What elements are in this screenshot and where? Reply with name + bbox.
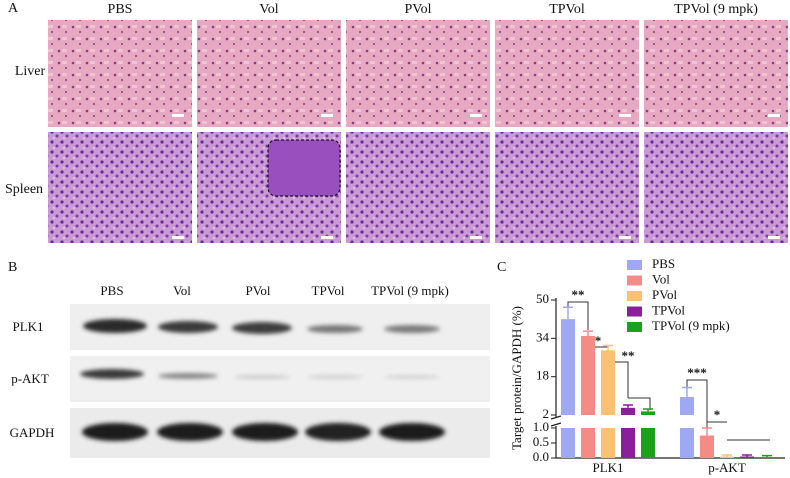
panel-label: B: [8, 260, 17, 275]
blot-row-label: p-AKT: [11, 371, 49, 386]
significance: *: [595, 333, 602, 348]
bar: [720, 456, 734, 458]
y-tick-label: 34: [536, 329, 550, 344]
bar: [680, 428, 694, 458]
legend-label: PVol: [652, 287, 677, 302]
blot-row-label: PLK1: [12, 319, 43, 334]
column-header: Vol: [259, 2, 278, 17]
scale-bar: [172, 114, 184, 117]
legend-label: TPVol (9 mpk): [652, 318, 730, 333]
scale-bar: [470, 236, 482, 239]
liver-image: [346, 20, 490, 127]
bar: [641, 411, 655, 415]
lane-label: TPVol: [312, 283, 345, 298]
column-header: PBS: [108, 2, 133, 17]
blot-row-label: GAPDH: [10, 425, 55, 440]
scale-bar: [172, 236, 184, 239]
histology-grid: [48, 20, 788, 243]
column-header: PVol: [405, 2, 432, 17]
y-tick-label: 50: [536, 291, 549, 306]
scale-bar: [321, 114, 333, 117]
panel-label: A: [8, 1, 19, 16]
legend-label: PBS: [652, 256, 675, 271]
y-tick-label: 0.0: [533, 449, 549, 464]
error-bar: [583, 330, 593, 336]
bar: [561, 428, 575, 458]
scale-bar: [768, 114, 780, 117]
legend-swatch: [627, 275, 642, 286]
spleen-image: [48, 132, 192, 243]
legend-swatch: [627, 291, 642, 301]
column-header: TPVol (9 mpk): [674, 2, 758, 17]
significance: ***: [687, 365, 707, 380]
error-bar: [742, 454, 752, 457]
bar: [760, 457, 774, 458]
western-blot: [70, 304, 490, 458]
row-label: Liver: [15, 64, 46, 79]
error-bar: [603, 344, 613, 351]
scale-bar: [470, 114, 482, 117]
bar: [581, 428, 595, 458]
lane-label: PBS: [100, 283, 123, 298]
bar: [680, 397, 694, 415]
significance: **: [622, 348, 635, 363]
scale-bar: [768, 236, 780, 239]
spleen-image: [495, 132, 639, 243]
error-bar: [702, 427, 712, 436]
column-header: TPVol: [549, 2, 585, 17]
error-bar: [643, 408, 653, 412]
legend-label: Vol: [652, 271, 670, 286]
y-tick-label: 2: [543, 406, 550, 421]
y-tick-label: 0.5: [533, 434, 549, 449]
y-axis-label: Target protein/GAPDH (%): [509, 306, 524, 450]
bar: [700, 435, 714, 458]
legend-swatch: [627, 260, 642, 270]
legend-swatch: [627, 322, 642, 332]
x-tick-label: PLK1: [592, 460, 623, 475]
row-label: Spleen: [5, 182, 43, 197]
panel-label: C: [497, 260, 506, 275]
scale-bar: [321, 236, 333, 239]
bar: [561, 319, 575, 415]
liver-image: [644, 20, 788, 127]
liver-image: [48, 20, 192, 127]
bar: [740, 456, 754, 458]
spleen-image: [346, 132, 490, 243]
lane-label: TPVol (9 mpk): [371, 283, 449, 298]
inset: [267, 139, 341, 197]
spleen-image: [644, 132, 788, 243]
bar: [601, 350, 615, 415]
y-tick-label: 1.0: [533, 419, 549, 434]
error-bar: [722, 454, 732, 457]
legend-label: TPVol: [652, 302, 685, 317]
bar: [601, 428, 615, 458]
liver-image: [495, 20, 639, 127]
error-bar: [682, 386, 692, 398]
error-bar: [762, 454, 772, 458]
scale-bar: [619, 114, 631, 117]
lane-label: Vol: [173, 283, 191, 298]
significance: *: [714, 407, 721, 422]
x-tick-label: p-AKT: [708, 460, 746, 475]
significance: **: [572, 287, 585, 302]
error-bar: [623, 404, 633, 408]
liver-image: [197, 20, 341, 127]
scale-bar: [619, 236, 631, 239]
bar: [621, 407, 635, 415]
y-tick-label: 18: [536, 368, 549, 383]
bar: [581, 335, 595, 415]
bar: [621, 428, 635, 458]
bar: [641, 428, 655, 458]
legend-swatch: [627, 306, 642, 317]
error-bar: [563, 306, 573, 320]
lane-label: PVol: [245, 283, 270, 298]
